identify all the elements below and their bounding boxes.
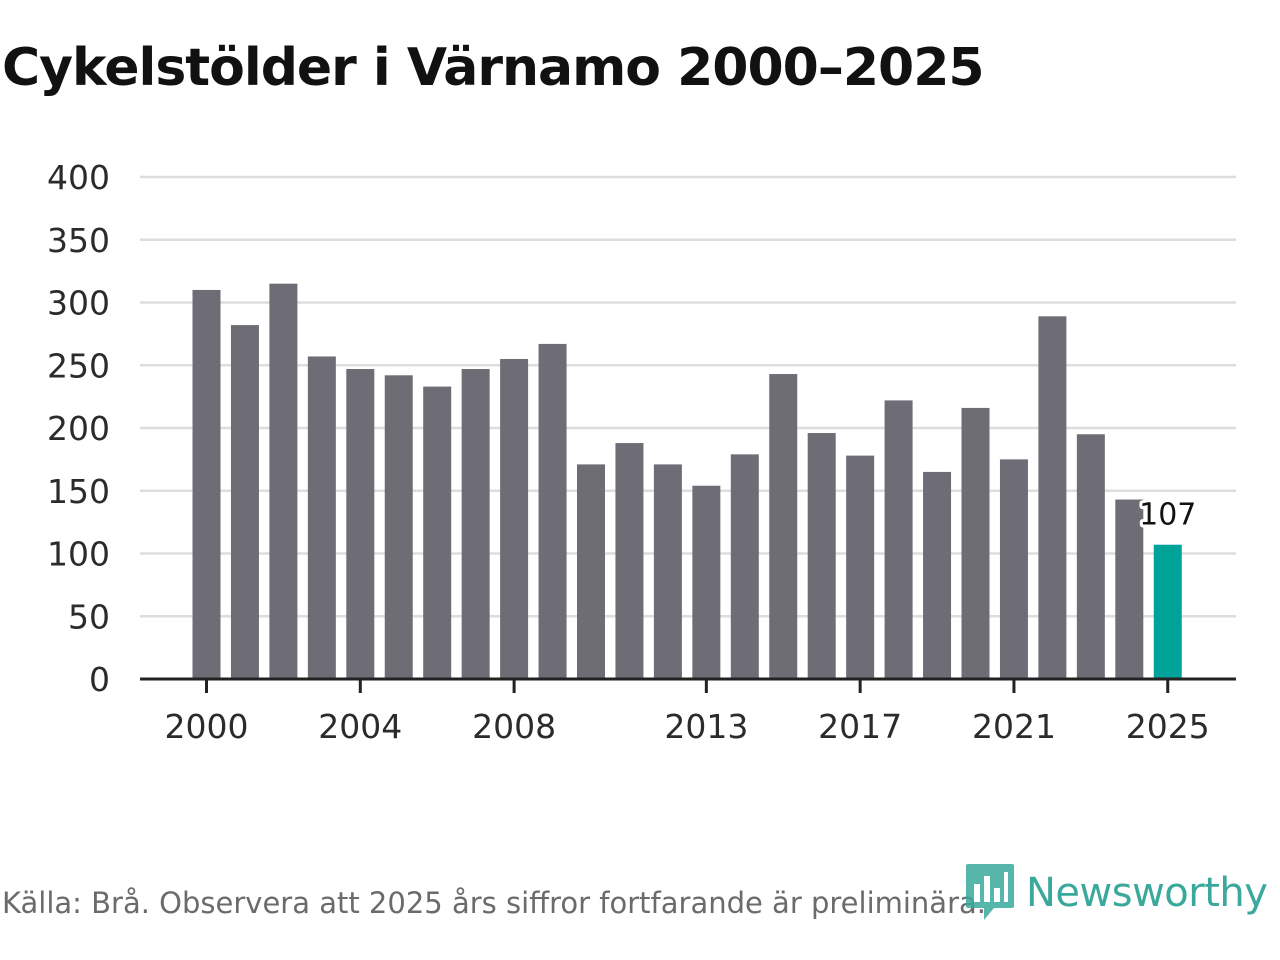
bar — [384, 375, 413, 679]
bar — [307, 356, 336, 679]
bar — [923, 471, 952, 679]
x-tick-label: 2008 — [472, 707, 556, 746]
bar — [230, 325, 259, 679]
brand-name: Newsworthy — [1026, 870, 1268, 916]
y-tick-label: 250 — [47, 346, 110, 385]
y-tick-label: 0 — [89, 660, 110, 699]
data-labels: 107 — [1136, 495, 1199, 536]
bar — [500, 358, 529, 679]
bar — [615, 443, 644, 679]
bar — [769, 374, 798, 679]
bar — [1076, 434, 1105, 679]
brand-logo: Newsworthy — [964, 862, 1268, 924]
bar — [461, 369, 490, 679]
bar — [1115, 499, 1144, 679]
bar — [961, 407, 990, 679]
y-tick-label: 300 — [47, 284, 110, 323]
bar — [884, 400, 913, 679]
bar — [538, 343, 567, 679]
x-tick-label: 2017 — [818, 707, 902, 746]
y-tick-label: 150 — [47, 472, 110, 511]
bar — [692, 485, 721, 679]
bar — [846, 455, 875, 679]
y-tick-label: 350 — [47, 221, 110, 260]
bar — [577, 464, 605, 679]
bar — [807, 433, 836, 679]
newsworthy-logo-icon — [966, 864, 1014, 920]
x-tick-label: 2004 — [318, 707, 402, 746]
y-tick-label: 100 — [47, 535, 110, 574]
y-tick-label: 50 — [68, 597, 110, 636]
bar — [653, 464, 682, 679]
bar — [730, 454, 759, 679]
x-tick-label: 2000 — [165, 707, 249, 746]
x-tick-label: 2025 — [1126, 707, 1210, 746]
bar — [1038, 316, 1067, 679]
x-tick-label: 2021 — [972, 707, 1056, 746]
y-tick-label: 400 — [47, 158, 110, 197]
gridlines — [140, 175, 1236, 618]
bars — [192, 283, 1182, 679]
bar — [269, 283, 298, 679]
x-tick-label: 2013 — [664, 707, 748, 746]
bar — [423, 386, 452, 679]
bar — [346, 369, 375, 679]
source-note: Källa: Brå. Observera att 2025 års siffr… — [2, 886, 986, 920]
bar — [999, 459, 1028, 679]
data-label-highlight: 107 — [1139, 498, 1196, 533]
y-tick-label: 200 — [47, 409, 110, 448]
axes: 0 50 100 150 200 250 300 350 400 2000 2004 2008 2013… — [47, 158, 1236, 746]
bar — [192, 289, 221, 679]
chart-title: Cykelstölder i Värnamo 2000–2025 — [2, 38, 985, 98]
bar-highlight — [1153, 544, 1182, 679]
